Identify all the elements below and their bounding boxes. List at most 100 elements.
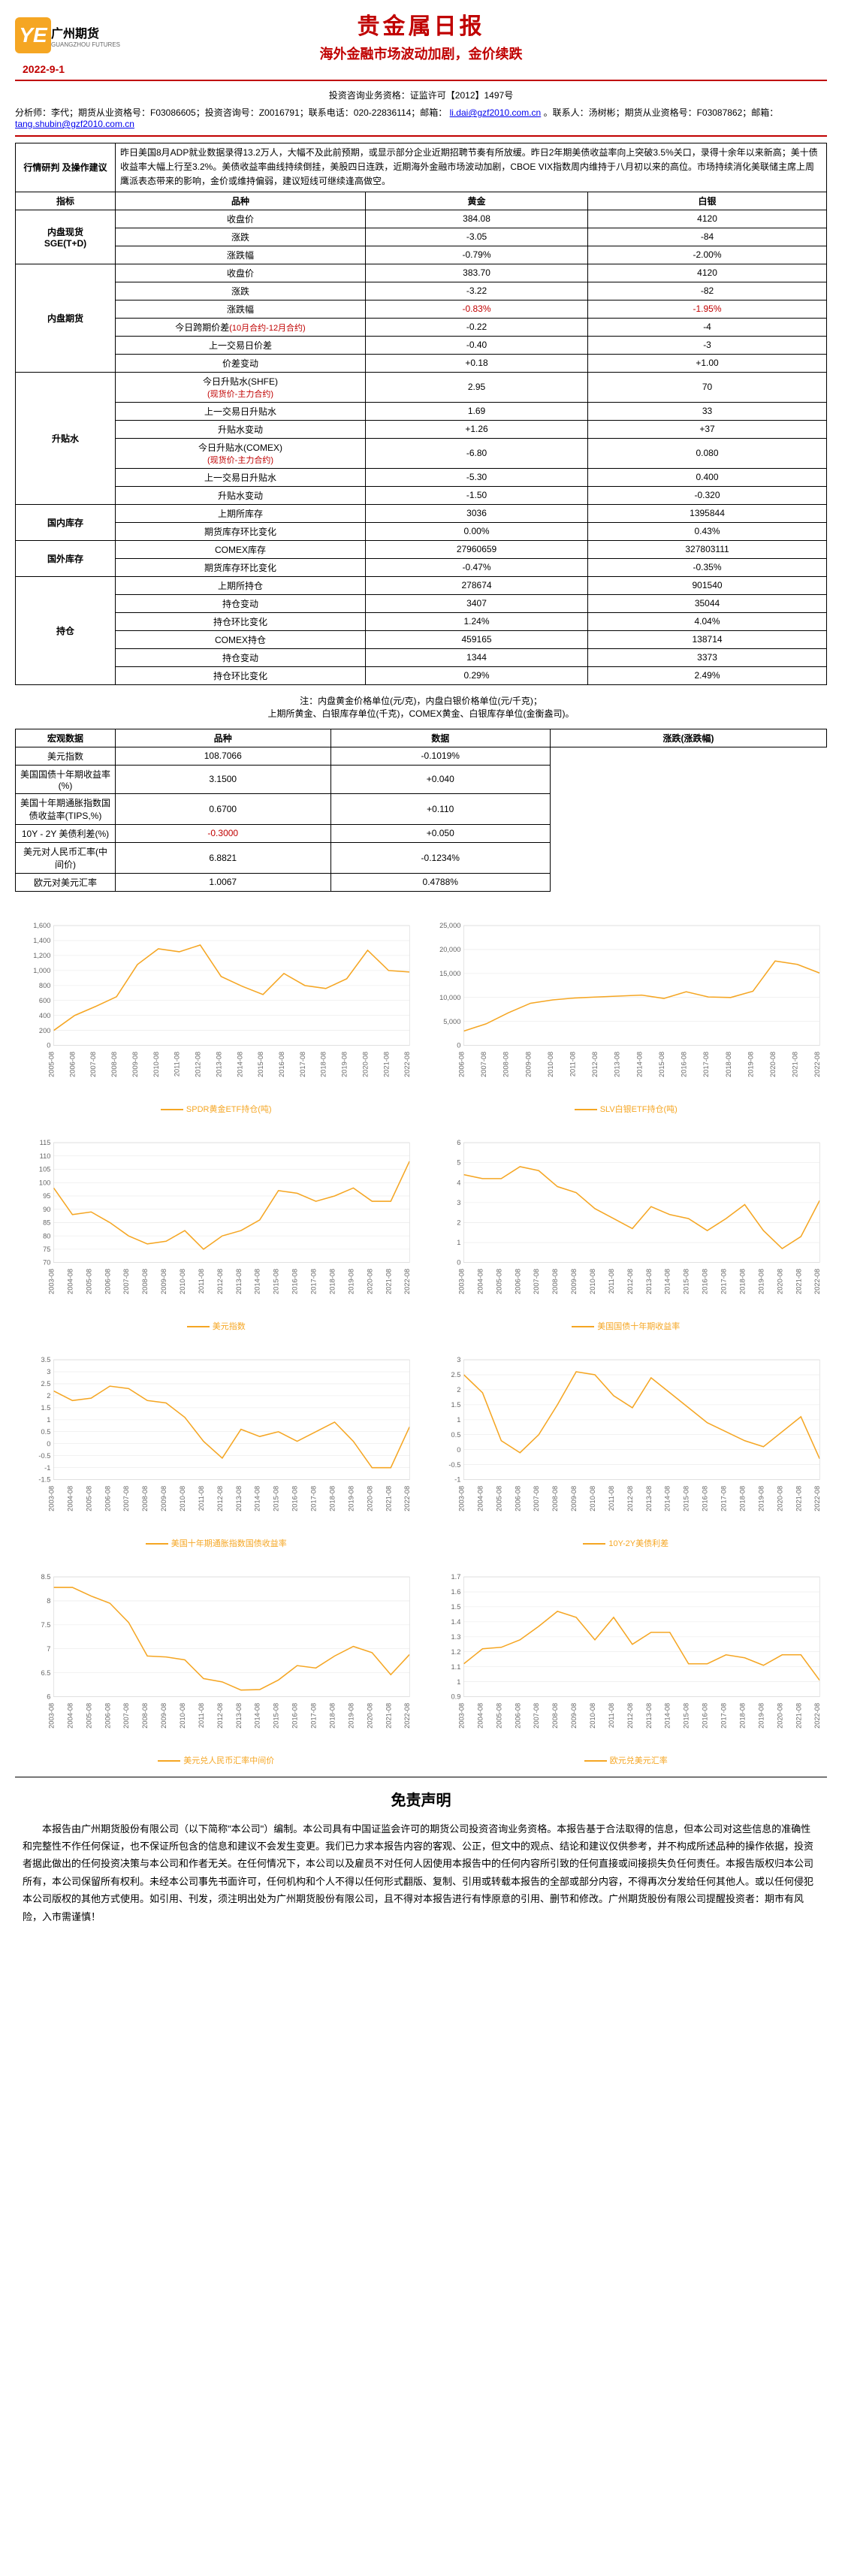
svg-text:0.9: 0.9 [451,1693,460,1700]
svg-text:1.5: 1.5 [451,1603,460,1611]
gold-value: 278674 [366,576,588,594]
row-name: 上期所库存 [116,504,366,522]
chart-legend: 美元指数 [15,1320,418,1332]
svg-text:2011-08: 2011-08 [198,1702,205,1727]
svg-text:2018-08: 2018-08 [320,1051,327,1077]
svg-text:2: 2 [457,1219,460,1226]
gold-value: -5.30 [366,468,588,486]
row-name: 上一交易日价差 [116,336,366,354]
svg-text:2020-08: 2020-08 [366,1485,373,1511]
svg-text:1.1: 1.1 [451,1662,460,1670]
row-name: 上期所持仓 [116,576,366,594]
macro-change: +0.110 [330,793,550,824]
chart-legend: 10Y-2Y美债利差 [425,1537,828,1549]
svg-text:2019-08: 2019-08 [347,1268,355,1294]
silver-value: -0.35% [588,558,827,576]
svg-text:6: 6 [47,1693,50,1700]
svg-text:3: 3 [457,1356,460,1363]
svg-text:2019-08: 2019-08 [757,1702,765,1728]
logo-text: 广州期货 GUANGZHOU FUTURES [51,23,120,48]
gold-value: 3407 [366,594,588,612]
row-name: 收盘价 [116,210,366,228]
chart-svg: -1.5-1-0.500.511.522.533.52003-082004-08… [15,1339,418,1535]
silver-value: 4.04% [588,612,827,630]
svg-text:2007-08: 2007-08 [533,1485,540,1511]
analyst-email-link[interactable]: li.dai@gzf2010.com.cn [450,107,542,118]
macro-value: 6.8821 [116,842,331,873]
svg-text:2014-08: 2014-08 [663,1268,671,1294]
svg-text:2012-08: 2012-08 [216,1702,224,1728]
macro-row-name: 欧元对美元汇率 [16,873,116,891]
svg-text:2008-08: 2008-08 [551,1702,559,1728]
svg-text:2008-08: 2008-08 [141,1702,149,1728]
svg-text:8.5: 8.5 [41,1573,51,1581]
svg-text:-0.5: -0.5 [38,1451,50,1459]
svg-text:2020-08: 2020-08 [768,1051,776,1077]
svg-text:2020-08: 2020-08 [366,1268,373,1294]
svg-text:2016-08: 2016-08 [701,1485,708,1511]
silver-value: -2.00% [588,246,827,264]
silver-value: -1.95% [588,300,827,318]
svg-text:2013-08: 2013-08 [644,1268,652,1294]
row-name: 持仓变动 [116,594,366,612]
row-name: 持仓环比变化 [116,612,366,630]
section-label: 内盘现货 SGE(T+D) [16,210,116,264]
macro-change: -0.1019% [330,747,550,765]
svg-text:2021-08: 2021-08 [795,1485,802,1511]
gold-value: 3036 [366,504,588,522]
svg-text:2022-08: 2022-08 [403,1051,411,1077]
svg-text:2006-08: 2006-08 [514,1702,521,1728]
svg-text:2008-08: 2008-08 [110,1051,118,1077]
svg-text:2016-08: 2016-08 [291,1485,299,1511]
svg-text:2022-08: 2022-08 [813,1268,821,1294]
svg-text:6: 6 [457,1139,460,1146]
svg-text:5: 5 [457,1158,460,1166]
svg-text:1.6: 1.6 [451,1588,460,1596]
table-note: 注：内盘黄金价格单位(元/克)，内盘白银价格单位(元/千克)； 上期所黄金、白银… [0,691,842,723]
contact-text: 。联系人：汤树彬；期货从业资格号：F03087862；邮箱： [544,107,779,118]
svg-text:2010-08: 2010-08 [589,1485,596,1511]
svg-text:2010-08: 2010-08 [546,1051,554,1077]
svg-text:2021-08: 2021-08 [385,1485,392,1511]
title-box: 贵金属日报 海外金融市场波动加剧，金价续跌 [143,8,699,63]
svg-text:2022-08: 2022-08 [403,1485,411,1511]
svg-text:2016-08: 2016-08 [291,1268,299,1294]
svg-text:2008-08: 2008-08 [551,1268,559,1294]
chart-svg: 01234562003-082004-082005-082006-082007-… [425,1122,828,1318]
silver-value: 70 [588,372,827,402]
report-subtitle: 海外金融市场波动加剧，金价续跌 [143,44,699,63]
qualification-line: 投资咨询业务资格：证监许可【2012】1497号 [0,86,842,104]
svg-text:2010-08: 2010-08 [589,1268,596,1294]
svg-text:2013-08: 2013-08 [215,1051,222,1077]
silver-value: -82 [588,282,827,300]
chart-svg: 66.577.588.52003-082004-082005-082006-08… [15,1557,418,1752]
row-name: 升贴水变动 [116,420,366,438]
svg-text:400: 400 [39,1011,50,1019]
report-title: 贵金属日报 [143,8,699,41]
svg-text:2021-08: 2021-08 [795,1702,802,1728]
gold-value: 384.08 [366,210,588,228]
svg-text:2015-08: 2015-08 [682,1485,690,1511]
svg-text:2015-08: 2015-08 [273,1485,280,1511]
svg-text:0.5: 0.5 [41,1427,51,1435]
macro-table: 宏观数据 品种 数据 涨跌(涨跌幅) 美元指数108.7066-0.1019%美… [15,729,827,892]
silver-value: -3 [588,336,827,354]
chart-cell: 7075808590951001051101152003-082004-0820… [15,1122,418,1332]
svg-text:1.3: 1.3 [451,1632,460,1640]
row-name: 升贴水变动 [116,486,366,504]
svg-text:2018-08: 2018-08 [724,1051,732,1077]
row-name: 期货库存环比变化 [116,558,366,576]
svg-text:-1.5: -1.5 [38,1475,50,1483]
chart-cell: 05,00010,00015,00020,00025,0002006-08200… [425,905,828,1115]
svg-text:2020-08: 2020-08 [361,1051,369,1077]
macro-col-variety: 品种 [116,729,331,747]
divider-red-2 [15,135,827,137]
gold-value: -0.22 [366,318,588,336]
svg-text:2005-08: 2005-08 [47,1051,55,1077]
chart-svg: -1-0.500.511.522.532003-082004-082005-08… [425,1339,828,1535]
svg-text:2004-08: 2004-08 [476,1268,484,1294]
contact-email-link[interactable]: tang.shubin@gzf2010.com.cn [15,119,134,129]
gold-value: -0.79% [366,246,588,264]
svg-text:2019-08: 2019-08 [341,1051,349,1077]
svg-text:2018-08: 2018-08 [328,1268,336,1294]
